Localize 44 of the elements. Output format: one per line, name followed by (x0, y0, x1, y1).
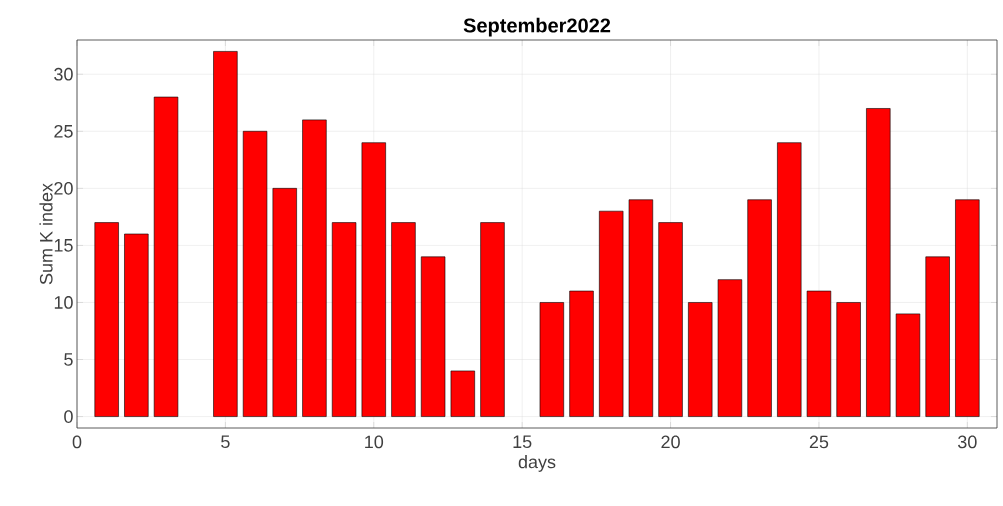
y-tick-label: 5 (64, 353, 73, 366)
bar (272, 188, 297, 417)
x-tick-label: 5 (221, 435, 230, 449)
bar (836, 302, 861, 417)
y-tick-label: 30 (54, 67, 73, 81)
y-tick-label: 25 (54, 124, 73, 138)
bar (658, 222, 683, 417)
chart-title: September2022 (463, 17, 611, 37)
bar (806, 290, 832, 417)
bar (302, 119, 327, 417)
bar (895, 313, 921, 417)
y-axis-title: Sum K index (39, 183, 53, 285)
x-axis-title: days (518, 455, 556, 472)
y-tick-label: 20 (54, 181, 73, 195)
x-tick-label: 25 (809, 435, 829, 449)
x-tick-label: 20 (661, 435, 680, 449)
bar (688, 302, 713, 417)
bar (94, 222, 119, 417)
bar (777, 142, 802, 417)
x-tick-label: 15 (513, 435, 532, 449)
bar (361, 142, 386, 417)
bar (955, 199, 980, 417)
y-tick-label: 0 (64, 410, 73, 423)
bar (450, 370, 475, 417)
bar (599, 210, 624, 417)
bar (213, 51, 238, 417)
x-tick-label: 10 (365, 435, 384, 449)
bar (124, 233, 149, 417)
bar (866, 108, 891, 417)
bar (420, 256, 446, 417)
bar (539, 302, 565, 417)
bar (747, 199, 772, 417)
bar (569, 290, 594, 417)
bar (331, 222, 357, 417)
bar (925, 256, 950, 417)
bar (480, 222, 505, 417)
bar (242, 130, 268, 417)
y-tick-label: 15 (54, 239, 73, 252)
bar (391, 222, 416, 417)
bar (628, 199, 654, 417)
x-tick-label: 30 (958, 435, 977, 449)
bar (717, 279, 743, 417)
y-tick-label: 10 (54, 296, 73, 309)
bar (153, 96, 179, 417)
